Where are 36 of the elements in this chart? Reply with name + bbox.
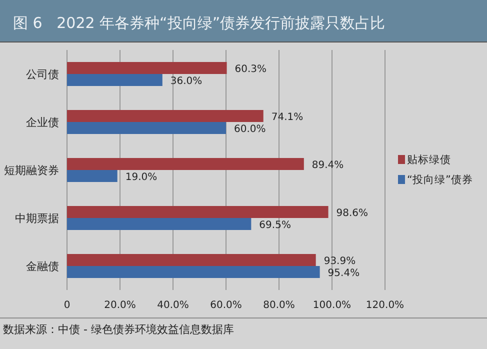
- x-tick-label: 20.0%: [104, 300, 136, 311]
- y-tick-label: 公司债: [26, 68, 59, 81]
- data-label: 74.1%: [271, 112, 304, 123]
- data-label: 98.6%: [336, 208, 368, 219]
- bar: [67, 122, 226, 134]
- y-tick-label: 短期融资券: [4, 164, 59, 177]
- data-label: 60.0%: [234, 124, 266, 135]
- data-label: 36.0%: [170, 76, 202, 87]
- bar: [67, 170, 118, 182]
- data-label: 95.4%: [328, 268, 360, 279]
- data-label: 69.5%: [259, 220, 291, 231]
- bar: [67, 254, 316, 266]
- bar: [67, 266, 320, 278]
- bar: [67, 62, 227, 74]
- bar: [67, 110, 264, 122]
- legend-label: “投向绿”债券: [407, 173, 473, 186]
- legend-label: 贴标绿债: [407, 154, 451, 166]
- data-label: 89.4%: [312, 160, 344, 171]
- data-label: 60.3%: [234, 64, 267, 75]
- x-tick-label: 60.0%: [210, 300, 242, 311]
- data-label: 93.9%: [324, 256, 356, 267]
- bar: [67, 218, 252, 230]
- y-tick-label: 中期票据: [15, 212, 59, 225]
- bar: [67, 158, 304, 170]
- x-tick-label: 80.0%: [263, 300, 295, 311]
- source-note: 数据来源：中债 - 绿色债券环境效益信息数据库: [3, 323, 234, 336]
- x-tick-label: 0: [64, 300, 70, 311]
- bar: [67, 206, 328, 218]
- bar: [67, 74, 162, 86]
- x-tick-label: 100.0%: [312, 300, 352, 311]
- data-label: 19.0%: [125, 172, 158, 183]
- chart-title: 图 6 2022 年各券种“投向绿”债券发行前披露只数占比: [13, 14, 386, 32]
- y-tick-label: 金融债: [26, 260, 59, 273]
- x-tick-label: 120.0%: [366, 300, 404, 311]
- x-tick-label: 40.0%: [157, 300, 189, 311]
- y-tick-label: 企业债: [26, 116, 59, 129]
